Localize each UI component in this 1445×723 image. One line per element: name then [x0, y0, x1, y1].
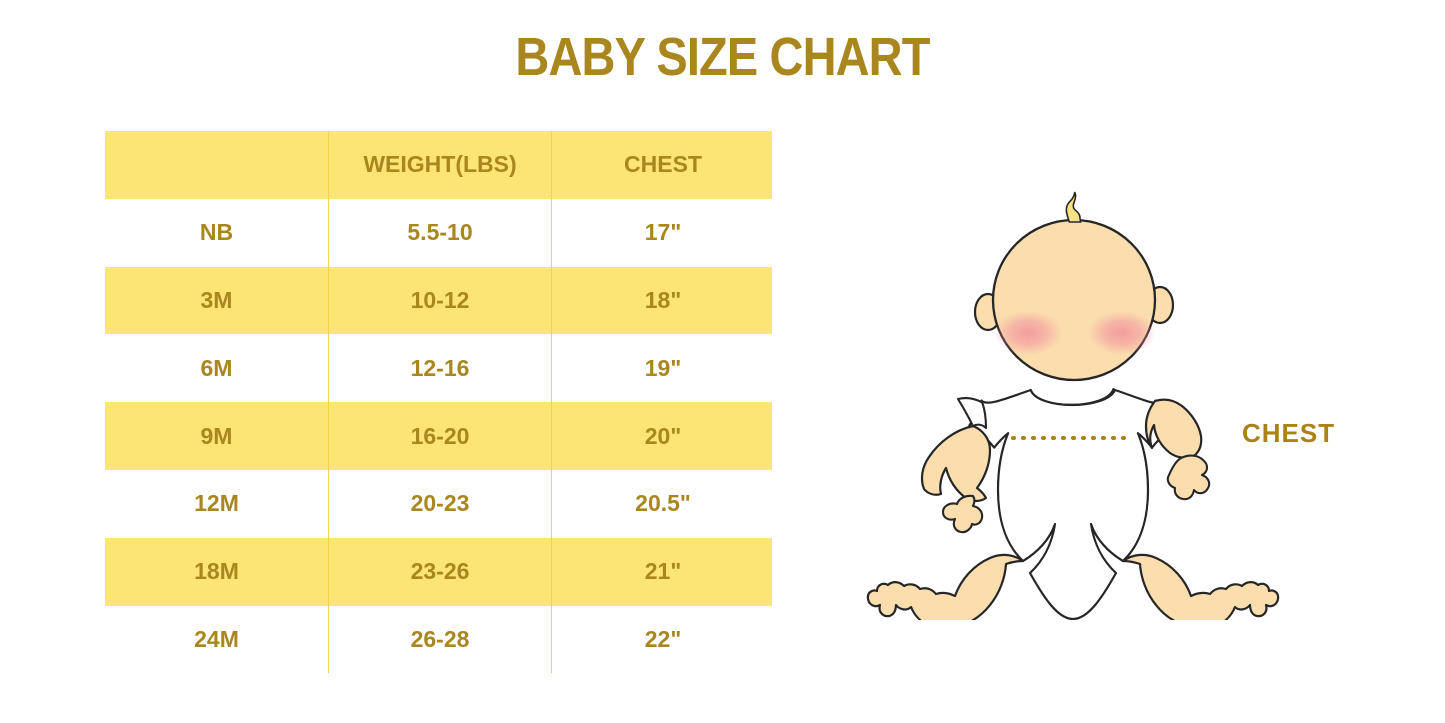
- svg-text:CHEST: CHEST: [1242, 418, 1335, 448]
